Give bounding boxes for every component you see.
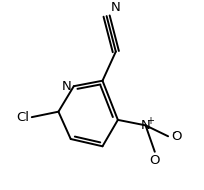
Text: N: N	[110, 1, 120, 14]
Text: N: N	[61, 80, 71, 93]
Text: N: N	[140, 119, 150, 132]
Text: Cl: Cl	[16, 111, 29, 124]
Text: +: +	[145, 116, 153, 126]
Text: -: -	[172, 127, 176, 137]
Text: O: O	[170, 130, 181, 143]
Text: O: O	[149, 154, 159, 168]
